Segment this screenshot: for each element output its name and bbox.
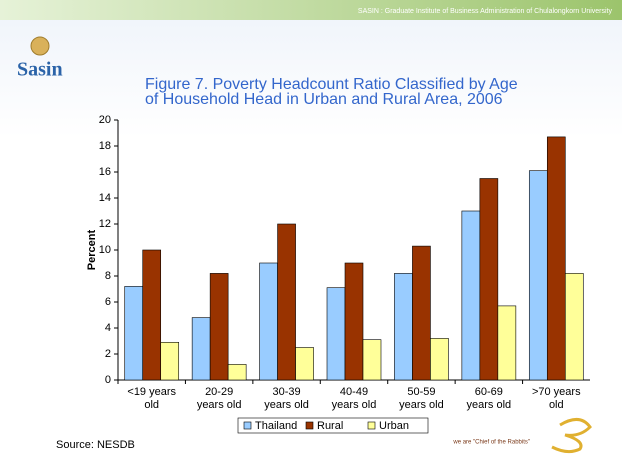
bar: [497, 305, 517, 381]
bar: [412, 245, 431, 381]
y-tick-label: 4: [105, 322, 111, 334]
y-tick-label: 14: [99, 192, 111, 204]
y-tick-label: 18: [99, 140, 111, 152]
y-tick-label: 8: [105, 270, 111, 282]
legend-label: Thailand: [255, 420, 297, 432]
bar: [191, 317, 211, 381]
x-tick-label: 50-59 years old: [399, 386, 444, 411]
x-tick-label: 30-39 years old: [264, 386, 309, 411]
x-tick-label: >70 years old: [531, 386, 581, 411]
slogan: we are "Chief of the Rabbits": [452, 440, 530, 446]
bar: [142, 249, 162, 381]
logo-mark: [551, 418, 592, 454]
logo-emblem: [30, 36, 50, 56]
x-tick-label: 40-49 years old: [331, 386, 377, 411]
bar: [430, 338, 449, 381]
bar: [209, 273, 229, 381]
bar: [344, 262, 364, 381]
y-tick-label: 16: [99, 166, 111, 178]
y-tick-label: 2: [105, 348, 111, 360]
logo-text: Sasin: [17, 59, 63, 81]
y-tick-label: 20: [99, 114, 111, 126]
bar: [461, 210, 481, 381]
x-tick-label: <19 years old: [127, 386, 177, 411]
bar: [277, 223, 296, 381]
bar: [479, 178, 499, 381]
legend-box: [237, 417, 429, 434]
y-axis-label: Percent: [86, 229, 98, 270]
y-tick-label: 0: [105, 374, 111, 386]
bar: [546, 136, 566, 381]
chart-title: Figure 7. Poverty Headcount Ratio Classi…: [145, 76, 518, 108]
y-tick-label: 6: [105, 296, 111, 308]
bar: [124, 286, 144, 381]
bar: [326, 287, 346, 381]
legend-label: Urban: [379, 420, 409, 432]
header-text: SASIN : Graduate Institute of Business A…: [358, 8, 613, 15]
bar: [295, 347, 314, 381]
x-tick-label: 20-29 years old: [196, 386, 242, 411]
bar: [394, 273, 413, 381]
bar: [564, 273, 584, 381]
legend-swatch: [305, 421, 314, 430]
bar: [528, 170, 548, 381]
x-tick-label: 60-69 years old: [466, 386, 512, 411]
bar: [227, 364, 247, 381]
legend-swatch: [367, 421, 376, 430]
header-bar: [0, 0, 622, 20]
bar: [259, 262, 278, 381]
legend-label: Rural: [317, 420, 343, 432]
legend-swatch: [243, 421, 252, 430]
y-tick-label: 12: [99, 218, 111, 230]
bar: [160, 341, 180, 381]
y-tick-label: 10: [99, 244, 111, 256]
source: Source: NESDB: [56, 439, 135, 451]
bar: [362, 339, 382, 381]
